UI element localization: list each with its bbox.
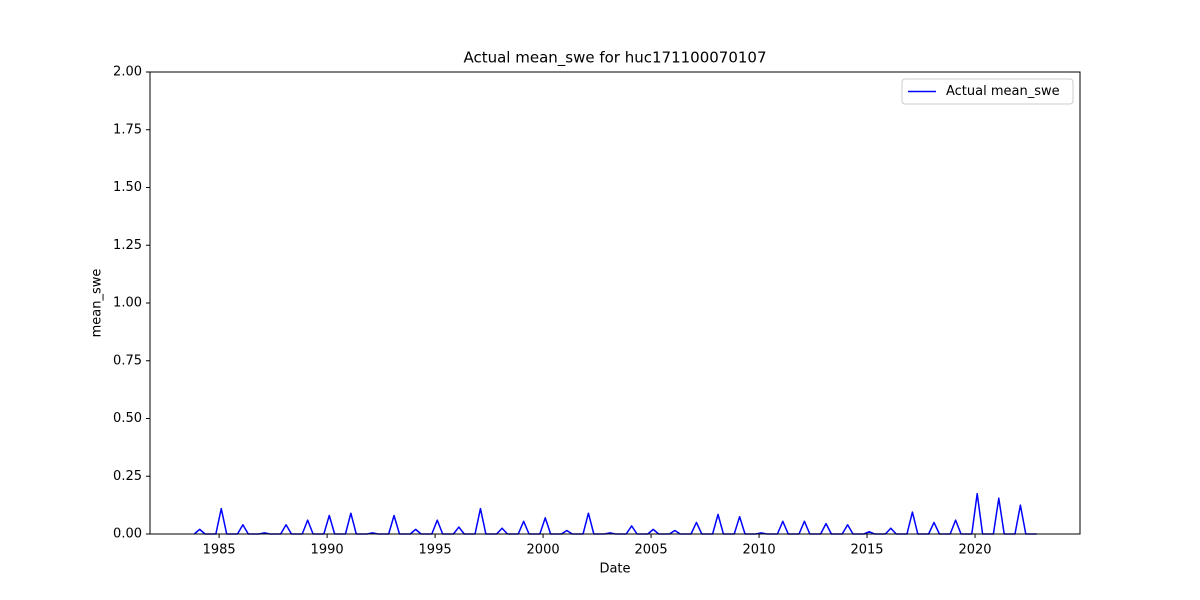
x-tick-label: 2005 [635,543,668,558]
x-tick-label: 2000 [527,543,560,558]
y-tick-label: 2.00 [113,65,142,80]
data-line [193,492,1037,535]
legend: Actual mean_swe [901,78,1074,105]
y-tick-label: 1.00 [113,296,142,311]
plot-frame [149,71,1081,535]
x-tick-label: 2020 [958,543,991,558]
x-tick-label: 1995 [419,543,452,558]
y-tick-label: 0.75 [113,353,142,368]
legend-box [901,78,1074,105]
y-tick-label: 1.25 [113,238,142,253]
y-tick-label: 1.50 [113,180,142,195]
x-tick-label: 1985 [203,543,236,558]
chart-title: Actual mean_swe for huc171100070107 [463,49,766,68]
x-tick-label: 2010 [743,543,776,558]
y-tick-label: 1.75 [113,122,142,137]
x-tick-label: 1990 [311,543,344,558]
y-tick-label: 0.00 [113,527,142,542]
y-tick-label: 0.50 [113,411,142,426]
legend-label: Actual mean_swe [946,84,1060,99]
x-tick-label: 2015 [850,543,883,558]
y-axis-label: mean_swe [90,269,105,338]
y-tick-label: 0.25 [113,469,142,484]
x-axis-label: Date [599,562,630,577]
